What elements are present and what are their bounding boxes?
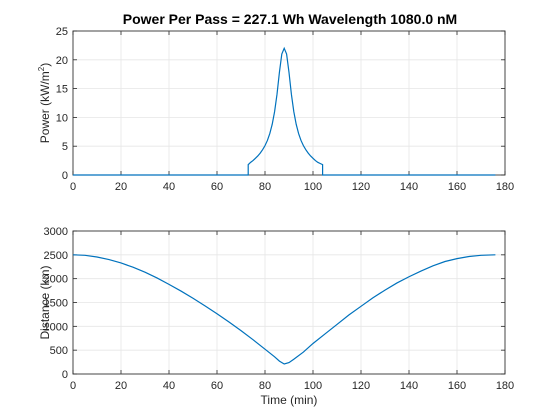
power-y-tick-label: 10 [56,112,68,124]
power-x-tick-label: 60 [211,181,223,193]
power-y-axis-label: Power (kW/m2) [37,63,52,143]
chart-title: Power Per Pass = 227.1 Wh Wavelength 108… [123,11,457,27]
distance-x-axis-label: Time (min) [261,393,318,407]
distance-y-tick-label: 0 [62,369,68,381]
distance-y-tick-label: 2000 [44,274,68,286]
power-y-tick-label: 20 [56,55,68,67]
power-x-tick-label: 20 [115,181,127,193]
distance-x-tick-label: 20 [115,380,127,392]
distance-x-tick-label: 0 [70,380,76,392]
distance-axes-frame [72,230,506,375]
power-y-tick-label: 0 [62,170,68,182]
distance-plot-axes: 0 20 40 60 80 100 120 140 160 180 0 500 1000 1500 2000… [38,226,514,407]
power-y-label-tail: ) [38,63,52,67]
power-y-tick-label: 15 [56,84,68,96]
power-y-label-text: Power (kW/m [38,71,52,143]
power-plot-axes: 0 20 40 60 80 100 120 140 160 180 0 5 10 15 20 25 Power … [37,26,514,193]
distance-y-tick-label: 3000 [44,226,68,238]
power-y-tick-label: 5 [62,141,68,153]
distance-x-tick-label: 180 [496,380,514,392]
distance-x-tick-label: 80 [259,380,271,392]
distance-x-tick-label: 100 [304,380,322,392]
distance-y-tick-label: 500 [50,345,68,357]
distance-y-tick-label: 2500 [44,250,68,262]
power-x-tick-label: 40 [163,181,175,193]
distance-x-tick-label: 40 [163,380,175,392]
power-x-tick-label: 80 [259,181,271,193]
power-y-label-superscript: 2 [37,66,46,71]
power-plot-area [72,30,506,176]
distance-x-tick-label: 60 [211,380,223,392]
power-x-tick-label: 100 [304,181,322,193]
distance-y-axis-label: Distance (km) [38,265,52,339]
distance-series-line [72,254,496,365]
distance-y-tick-label: 1500 [44,298,68,310]
power-x-tick-label: 0 [70,181,76,193]
power-series-line [73,46,496,176]
power-y-tick-label: 25 [56,26,68,38]
distance-x-tick-label: 120 [352,380,370,392]
distance-x-tick-label: 140 [400,380,418,392]
power-axes-frame [72,30,506,176]
power-x-tick-label: 180 [496,181,514,193]
power-x-tick-label: 160 [448,181,466,193]
distance-y-tick-label: 1000 [44,321,68,333]
power-x-tick-label: 140 [400,181,418,193]
distance-x-tick-label: 160 [448,380,466,392]
power-x-tick-label: 120 [352,181,370,193]
